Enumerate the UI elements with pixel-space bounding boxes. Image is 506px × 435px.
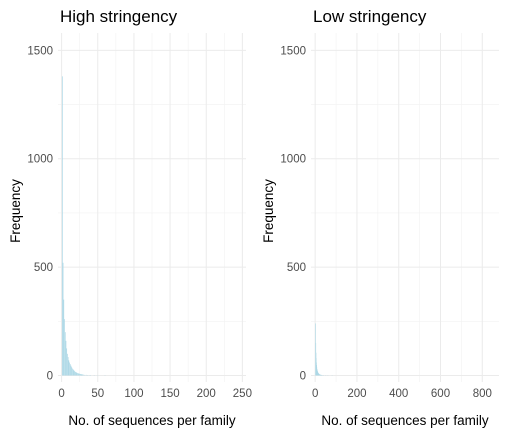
histogram-bar [76,372,77,375]
y-tick-label: 1500 [27,45,53,57]
histogram-bar [78,373,79,375]
histogram-bar [64,319,65,375]
y-tick-label: 0 [300,370,306,382]
histogram-bar [63,263,64,376]
histogram-bar [68,357,69,375]
histogram-bar [79,374,80,376]
histogram-bar [63,300,64,376]
histogram-bar [74,370,75,375]
histogram-bar [70,364,71,375]
grid-lines [58,33,246,382]
x-tick-label: 0 [58,388,64,400]
y-axis-title: Frequency [261,179,276,243]
histogram-bar [72,369,73,376]
histogram-bar [74,371,75,375]
x-tick-label: 200 [347,388,366,400]
x-tick-labels: 0 200 400 600 800 [312,388,492,400]
x-tick-label: 250 [233,388,252,400]
x-tick-label: 0 [312,388,318,400]
histogram-bar [71,367,72,375]
x-tick-label: 100 [124,388,143,400]
histogram-bar [75,372,76,376]
x-tick-label: 150 [160,388,179,400]
bars [315,323,332,375]
histogram-bar [82,374,83,375]
chart-title: High stringency [60,7,178,26]
histogram-bar [84,375,85,376]
x-tick-label: 400 [389,388,408,400]
y-tick-label: 1000 [27,154,53,166]
histogram-bar [86,375,87,376]
histogram-bar [81,374,82,375]
histogram-bar [77,373,78,375]
panel-low-stringency: Low stringency No. of sequences per fami… [261,7,499,428]
histogram-bar [62,76,63,375]
histogram-bar [71,366,72,376]
histogram-bar [83,375,84,376]
histogram-bar [69,362,70,375]
histogram-bar [67,354,68,376]
chart-title: Low stringency [313,7,427,26]
x-tick-label: 600 [431,388,450,400]
histogram-bar [82,374,83,375]
x-axis-title: No. of sequences per family [321,413,489,428]
y-axis-title: Frequency [8,179,23,243]
y-tick-label: 500 [287,262,306,274]
histogram-bar [76,373,77,376]
histogram-bar [65,332,66,375]
histogram-bar [79,374,80,376]
y-tick-label: 0 [47,370,53,382]
x-axis-title: No. of sequences per family [68,413,236,428]
y-tick-label: 500 [34,262,53,274]
y-tick-labels: 0 500 1000 1500 [280,45,306,382]
histogram-bar [66,348,67,375]
bars [62,76,105,375]
y-tick-label: 1000 [280,154,306,166]
x-tick-label: 200 [197,388,216,400]
histogram-bar [80,374,81,376]
y-tick-label: 1500 [280,45,306,57]
histogram-bar [73,369,74,375]
y-tick-labels: 0 500 1000 1500 [27,45,53,382]
histogram-bar [66,341,67,376]
x-tick-label: 50 [91,388,104,400]
panel-high-stringency: High stringency No. of sequences per fam… [8,7,252,428]
grid-lines [311,33,499,382]
x-tick-labels: 0 50 100 150 200 250 [58,388,252,400]
x-tick-label: 800 [473,388,492,400]
histogram-bar [68,360,69,375]
